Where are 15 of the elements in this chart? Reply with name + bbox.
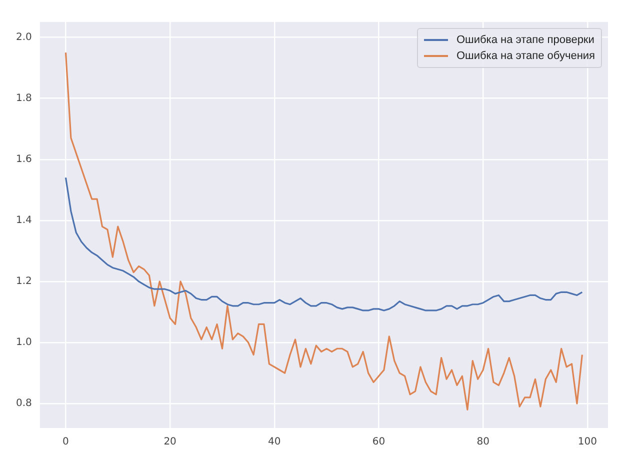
x-tick-label: 60 bbox=[372, 436, 386, 448]
x-tick-label: 40 bbox=[268, 436, 281, 448]
legend-label: Ошибка на этапе обучения bbox=[456, 49, 595, 64]
x-tick-label: 80 bbox=[476, 436, 490, 448]
y-tick-label: 1.0 bbox=[16, 337, 32, 348]
y-tick-label: 1.6 bbox=[16, 154, 32, 165]
y-tick-label: 0.8 bbox=[16, 398, 32, 410]
x-tick-label: 20 bbox=[164, 436, 176, 448]
x-tick-label: 100 bbox=[578, 436, 597, 448]
x-tick-label: 0 bbox=[62, 436, 69, 448]
y-tick-label: 1.4 bbox=[16, 215, 32, 226]
y-tick-label: 1.8 bbox=[16, 92, 32, 104]
y-tick-label: 2.0 bbox=[16, 32, 32, 43]
legend-label: Ошибка на этапе проверки bbox=[456, 33, 594, 48]
y-tick-label: 1.2 bbox=[16, 276, 32, 288]
